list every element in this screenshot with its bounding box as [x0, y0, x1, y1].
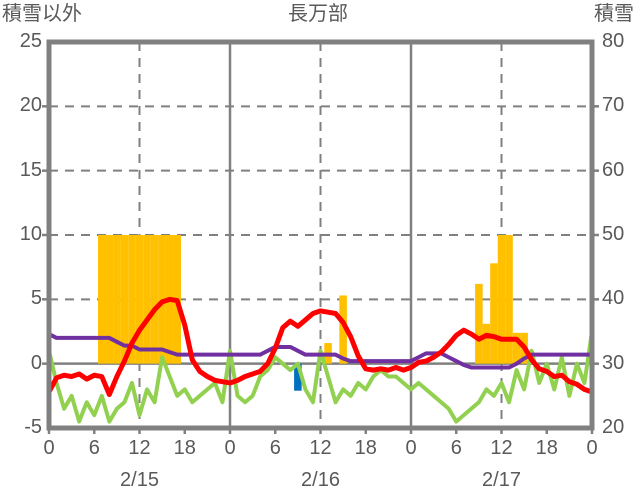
data-bar [505, 235, 513, 364]
right-axis-tick-label: 60 [602, 158, 625, 181]
data-bar [105, 235, 114, 364]
x-axis-tick-label: 0 [224, 437, 236, 459]
x-axis-tick-label: 0 [586, 437, 598, 459]
data-line [47, 332, 594, 370]
x-axis-day-label: 2/16 [301, 469, 340, 491]
data-line [46, 296, 595, 398]
x-axis-tick-label: 12 [490, 437, 513, 459]
right-axis-tick-label: 40 [602, 287, 625, 310]
left-axis-tick-label: 15 [19, 158, 42, 181]
x-axis-tick-label: 0 [405, 437, 417, 459]
x-axis-tick-label: 12 [309, 437, 332, 459]
data-bar [490, 263, 498, 364]
data-bar [128, 235, 136, 364]
x-axis-tick-label: 6 [88, 437, 100, 459]
right-axis-tick-label: 20 [602, 416, 625, 438]
data-bar [120, 235, 129, 364]
data-bar [150, 235, 159, 364]
x-axis-tick-label: 12 [128, 437, 151, 459]
left-axis-tick-label: 0 [30, 351, 42, 374]
right-axis-tick-label: 80 [602, 30, 625, 52]
data-line [47, 329, 594, 424]
data-bar [98, 235, 106, 364]
left-axis-tick-label: 5 [30, 287, 42, 310]
chart-title: 長万部 [288, 3, 348, 25]
data-bar [339, 295, 347, 364]
data-bar [294, 363, 302, 391]
left-axis-tick-label: 25 [19, 30, 42, 52]
x-axis-tick-label: 18 [173, 437, 196, 459]
x-axis-day-label: 2/17 [482, 469, 521, 491]
right-axis-tick-label: 30 [602, 351, 625, 374]
x-axis-tick-label: 6 [450, 437, 462, 459]
data-bar [135, 235, 144, 364]
data-bar [113, 235, 121, 364]
left-axis-tick-label: -5 [24, 416, 42, 438]
x-axis-day-label: 2/15 [120, 469, 159, 491]
left-axis-tick-label: 10 [19, 223, 42, 245]
right-axis-title: 積雪 [594, 3, 634, 25]
data-bar [475, 283, 483, 364]
left-axis-tick-label: 20 [19, 94, 42, 117]
data-bar [482, 323, 491, 364]
right-axis-tick-label: 50 [602, 223, 625, 245]
right-axis-tick-label: 70 [602, 94, 625, 117]
left-axis-title: 積雪以外 [2, 3, 82, 25]
data-bar [512, 332, 521, 364]
data-bar [143, 235, 151, 364]
x-axis-tick-label: 18 [535, 437, 558, 459]
x-axis-tick-label: 0 [43, 437, 55, 459]
x-axis-tick-label: 18 [354, 437, 377, 459]
x-axis-tick-label: 6 [269, 437, 281, 459]
data-bar [497, 235, 506, 364]
